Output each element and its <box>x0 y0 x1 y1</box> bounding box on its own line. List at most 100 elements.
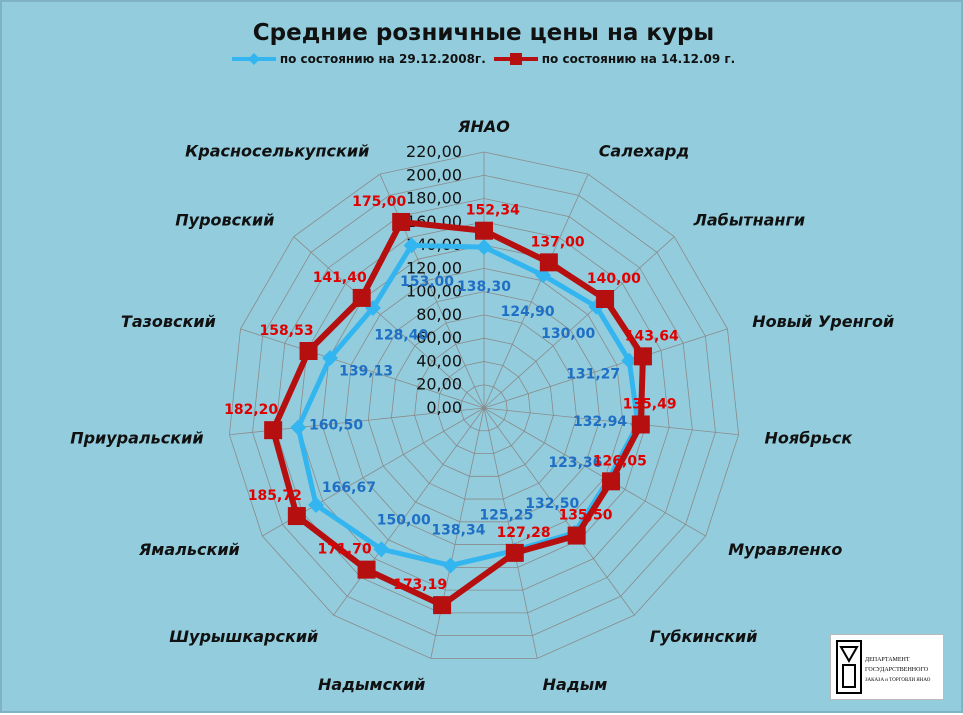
data-label-2009: 152,34 <box>466 203 520 219</box>
data-label-2009: 137,00 <box>531 234 585 250</box>
category-label: Пуровский <box>175 210 274 229</box>
data-label-2009: 141,40 <box>313 270 367 286</box>
marker-2008 <box>373 541 390 558</box>
grid-ring <box>275 198 693 614</box>
series-line-2008 <box>295 242 641 568</box>
marker-2009 <box>602 472 621 491</box>
data-label-2009: 127,28 <box>497 525 551 541</box>
grid-spoke <box>483 173 589 409</box>
grid-spoke <box>483 407 538 659</box>
grid-spoke <box>333 407 485 616</box>
tick-label: 0,00 <box>426 398 462 417</box>
grid-spoke <box>430 407 485 659</box>
category-label: ЯНАО <box>457 117 510 136</box>
grid-ring <box>344 267 624 545</box>
grid-spoke <box>483 407 739 436</box>
marker-2009 <box>264 421 283 440</box>
category-label: Ноябрьск <box>764 428 853 447</box>
tick-label: 40,00 <box>416 351 462 370</box>
legend-item-2009: по состоянию на 14.12.09 г. <box>493 52 736 66</box>
grid-ring <box>460 384 508 432</box>
logo-text-2: ГОСУДАРСТВЕННОГО <box>865 667 929 673</box>
legend-marker-square-icon <box>493 53 538 65</box>
tick-label: 220,00 <box>406 142 462 161</box>
marker-2009 <box>299 341 318 360</box>
category-label: Надым <box>543 675 608 694</box>
marker-2009 <box>596 289 615 308</box>
tick-label: 100,00 <box>406 282 462 301</box>
tick-label: 180,00 <box>406 189 462 208</box>
data-label-2008: 128,40 <box>374 327 428 343</box>
marker-2009 <box>567 526 586 545</box>
data-label-2008: 132,94 <box>573 414 627 430</box>
marker-2008 <box>621 352 638 369</box>
data-label-2008: 132,50 <box>525 496 579 512</box>
category-label: Шурышкарский <box>169 627 318 646</box>
data-label-2009: 143,64 <box>625 328 679 344</box>
legend-marker-diamond-icon <box>231 53 276 65</box>
data-label-2009: 173,19 <box>393 577 447 593</box>
grid-spoke <box>483 407 706 537</box>
legend-label-2009: по состоянию на 14.12.09 г. <box>541 52 736 66</box>
data-label-2009: 126,05 <box>593 453 647 469</box>
data-label-2008: 150,00 <box>377 512 431 528</box>
tick-label: 200,00 <box>406 165 462 184</box>
department-emblem-icon: ДЕПАРТАМЕНТ ГОСУДАРСТВЕННОГО ЗАКАЗА и ТО… <box>836 640 931 694</box>
category-label: Салехард <box>599 141 690 160</box>
marker-2009 <box>357 560 376 579</box>
data-label-2009: 158,53 <box>260 323 314 339</box>
category-label: Ямальский <box>138 540 240 559</box>
marker-2008 <box>322 349 339 366</box>
series-line-2009 <box>270 218 646 609</box>
logo-text-3: ЗАКАЗА и ТОРГОВЛИ ЯНАО <box>865 678 931 683</box>
data-label-2009: 140,00 <box>587 271 641 287</box>
data-label-2008: 160,50 <box>309 418 363 434</box>
marker-2008 <box>290 419 307 436</box>
data-label-2008: 139,13 <box>339 364 393 380</box>
marker-2009 <box>287 507 306 526</box>
category-label: Губкинский <box>650 627 758 646</box>
marker-2009 <box>392 212 411 231</box>
marker-2009 <box>539 253 558 272</box>
category-label: Новый Уренгой <box>752 312 894 331</box>
logo-text-1: ДЕПАРТАМЕНТ <box>865 657 910 663</box>
data-label-2009: 182,20 <box>224 402 278 418</box>
data-label-2008: 124,90 <box>501 304 555 320</box>
grid-ring <box>367 291 601 523</box>
legend-item-2008: по состоянию на 29.12.2008г. <box>231 52 486 66</box>
grid-spoke <box>293 236 485 409</box>
legend-label-2008: по состоянию на 29.12.2008г. <box>279 52 486 66</box>
data-label-2008: 138,30 <box>457 279 511 295</box>
marker-2009 <box>433 596 452 615</box>
marker-2008 <box>403 237 420 254</box>
data-label-2008: 125,25 <box>479 507 533 523</box>
grid-ring <box>391 314 577 500</box>
marker-2009 <box>631 415 650 434</box>
data-label-2008: 123,36 <box>548 455 602 471</box>
data-label-2008: 131,27 <box>566 367 620 383</box>
marker-2009 <box>475 221 493 240</box>
marker-2009 <box>505 543 524 562</box>
marker-2009 <box>352 288 371 307</box>
category-label: Тазовский <box>121 312 216 331</box>
department-logo: ДЕПАРТАМЕНТ ГОСУДАРСТВЕННОГО ЗАКАЗА и ТО… <box>830 634 944 700</box>
data-label-2009: 171,70 <box>318 542 372 558</box>
data-label-2009: 135,50 <box>558 508 612 524</box>
grid-ring <box>298 221 670 591</box>
category-label: Надымский <box>318 675 425 694</box>
tick-label: 20,00 <box>416 375 462 394</box>
marker-2009 <box>633 347 652 366</box>
category-label: Лабытнанги <box>693 210 805 229</box>
grid-ring <box>252 174 716 637</box>
grid-ring <box>437 361 531 454</box>
marker-2008 <box>476 239 492 256</box>
grid-ring <box>228 151 740 659</box>
data-label-2009: 135,49 <box>623 396 677 412</box>
grid-spoke <box>483 328 728 409</box>
category-label: Красноселькупский <box>185 141 369 160</box>
tick-label: 120,00 <box>406 258 462 277</box>
legend: по состоянию на 29.12.2008г. по состояни… <box>2 52 963 66</box>
grid-spoke <box>240 328 485 409</box>
